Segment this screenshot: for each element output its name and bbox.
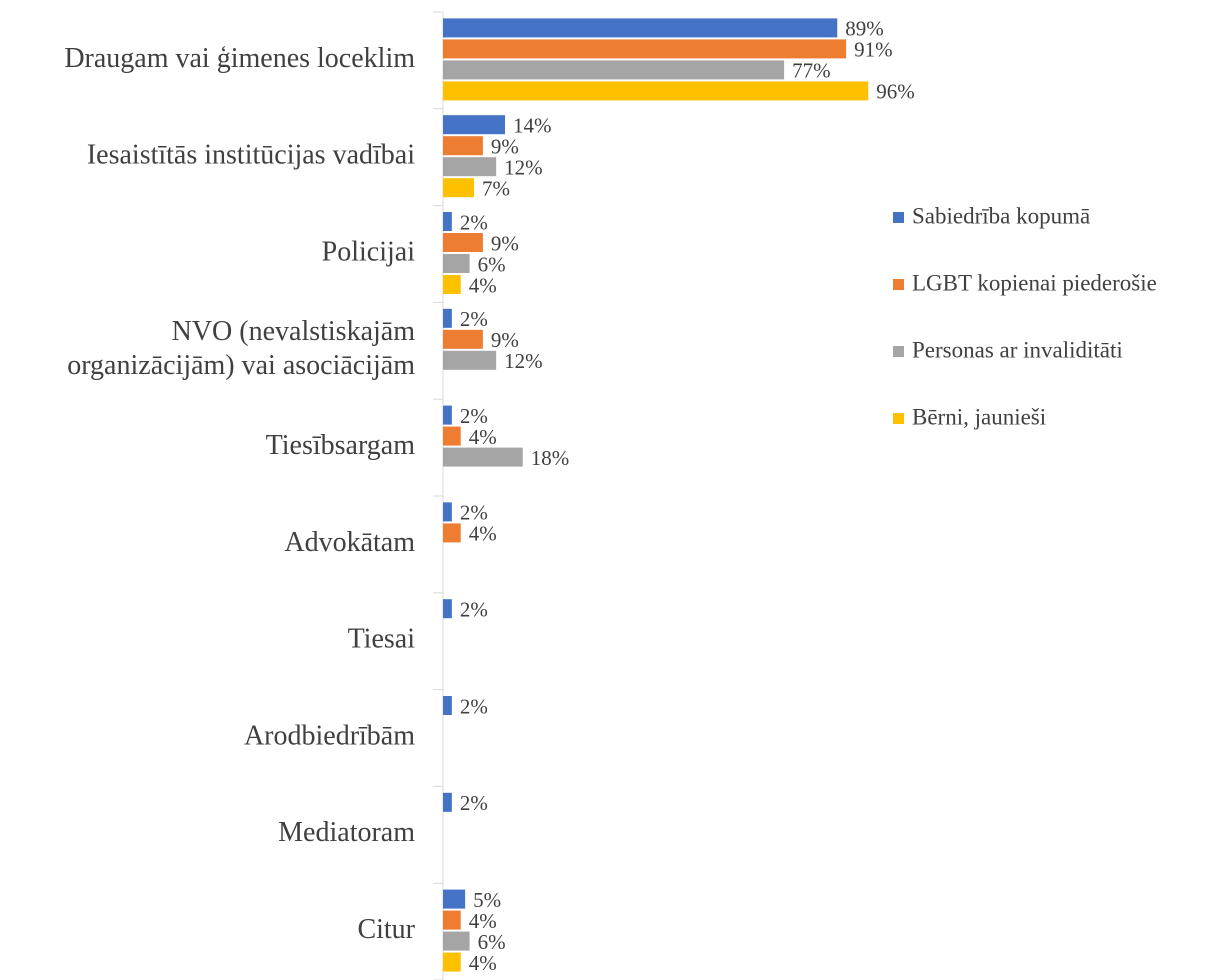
- category-label: NVO (nevalstiskajām organizācijām) vai as…: [67, 316, 415, 381]
- data-label: 2%: [460, 501, 488, 525]
- data-label: 96%: [876, 80, 915, 104]
- bar: [443, 39, 847, 59]
- legend-swatch: [893, 212, 904, 223]
- bar: [443, 502, 452, 522]
- data-label: 9%: [491, 231, 519, 255]
- data-label: 4%: [469, 273, 497, 297]
- bar: [443, 426, 461, 446]
- category-label: Iesaistītās institūcijas vadībai: [87, 140, 415, 171]
- category-label: Policijai: [322, 236, 416, 267]
- data-label: 77%: [792, 59, 831, 83]
- bar: [443, 254, 470, 273]
- legend-swatch: [893, 413, 904, 424]
- data-label: 6%: [478, 252, 506, 276]
- data-label: 2%: [460, 404, 488, 428]
- bar: [443, 233, 483, 252]
- bar: [443, 81, 869, 101]
- data-label: 89%: [845, 17, 884, 41]
- legend-label: Personas ar invaliditāti: [912, 337, 1123, 362]
- bar: [443, 952, 461, 972]
- data-label: 2%: [460, 210, 488, 234]
- bar: [443, 275, 461, 294]
- data-label: 9%: [491, 328, 519, 352]
- bar: [443, 308, 452, 328]
- data-label: 2%: [460, 694, 488, 718]
- data-label: 12%: [504, 349, 543, 373]
- bar: [443, 350, 497, 370]
- bar: [443, 889, 466, 909]
- category-label: Mediatoram: [278, 817, 415, 848]
- data-label: 9%: [491, 135, 519, 159]
- data-label: 5%: [473, 888, 501, 912]
- category-label: Draugam vai ģimenes loceklim: [64, 43, 415, 74]
- bar: [443, 115, 506, 135]
- data-label: 4%: [469, 909, 497, 933]
- legend-label: Bērni, jaunieši: [912, 404, 1046, 429]
- data-label: 18%: [531, 446, 570, 470]
- bar: [443, 136, 483, 156]
- data-label: 14%: [513, 114, 552, 138]
- bar: [443, 212, 452, 231]
- data-label: 4%: [469, 951, 497, 975]
- bar: [443, 599, 452, 619]
- legend-label: LGBT kopienai piederošie: [912, 270, 1157, 295]
- bar: [443, 523, 461, 543]
- bar: [443, 18, 838, 38]
- category-label: Tiesībsargam: [266, 430, 416, 461]
- data-label: 4%: [469, 522, 497, 546]
- data-label: 2%: [460, 791, 488, 815]
- data-label: 91%: [854, 38, 893, 62]
- data-label: 12%: [504, 156, 543, 180]
- bar: [443, 792, 452, 812]
- data-label: 7%: [482, 177, 510, 201]
- legend-swatch: [893, 279, 904, 290]
- bar: [443, 60, 785, 80]
- bar: [443, 405, 452, 425]
- bar: [443, 329, 483, 349]
- data-label: 2%: [460, 598, 488, 622]
- data-label: 4%: [469, 425, 497, 449]
- data-label: 6%: [478, 930, 506, 954]
- bar: [443, 157, 497, 177]
- category-label: Advokātam: [284, 527, 415, 558]
- bar: [443, 931, 470, 951]
- bar: [443, 696, 452, 715]
- data-label: 2%: [460, 307, 488, 331]
- legend-label: Sabiedrība kopumā: [912, 203, 1090, 228]
- bar: [443, 178, 475, 198]
- category-label: Tiesai: [348, 624, 416, 655]
- category-label: Arodbiedrībām: [244, 720, 415, 751]
- category-label: Citur: [357, 914, 415, 945]
- bar: [443, 447, 523, 467]
- legend-swatch: [893, 346, 904, 357]
- bar: [443, 910, 461, 930]
